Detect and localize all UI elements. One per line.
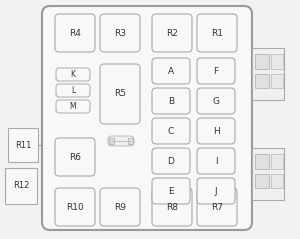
Text: R10: R10 xyxy=(66,202,84,212)
FancyBboxPatch shape xyxy=(197,178,235,204)
Bar xyxy=(8,128,38,162)
FancyBboxPatch shape xyxy=(55,14,95,52)
Text: M: M xyxy=(70,102,76,111)
Text: R12: R12 xyxy=(13,181,29,190)
Text: D: D xyxy=(168,157,174,165)
Text: R8: R8 xyxy=(166,202,178,212)
Bar xyxy=(271,174,283,188)
Text: K: K xyxy=(70,70,76,79)
Text: L: L xyxy=(71,86,75,95)
Text: R3: R3 xyxy=(114,28,126,38)
Text: R11: R11 xyxy=(15,141,31,150)
Text: I: I xyxy=(215,157,217,165)
FancyBboxPatch shape xyxy=(152,14,192,52)
FancyBboxPatch shape xyxy=(56,84,90,97)
FancyBboxPatch shape xyxy=(55,188,95,226)
Text: R5: R5 xyxy=(114,89,126,98)
Text: R9: R9 xyxy=(114,202,126,212)
Bar xyxy=(5,168,37,204)
Bar xyxy=(271,154,283,169)
Text: R7: R7 xyxy=(211,202,223,212)
Text: H: H xyxy=(213,126,219,136)
Bar xyxy=(255,174,269,188)
Text: R1: R1 xyxy=(211,28,223,38)
FancyBboxPatch shape xyxy=(197,118,235,144)
Text: R6: R6 xyxy=(69,152,81,162)
Text: R2: R2 xyxy=(166,28,178,38)
FancyBboxPatch shape xyxy=(56,68,90,81)
Bar xyxy=(255,154,269,169)
FancyBboxPatch shape xyxy=(100,14,140,52)
FancyBboxPatch shape xyxy=(197,58,235,84)
Text: J: J xyxy=(215,186,217,196)
Bar xyxy=(252,48,284,100)
Text: E: E xyxy=(168,186,174,196)
Bar xyxy=(128,138,133,144)
FancyBboxPatch shape xyxy=(197,88,235,114)
Text: G: G xyxy=(212,97,220,105)
FancyBboxPatch shape xyxy=(152,58,190,84)
FancyBboxPatch shape xyxy=(108,136,134,146)
FancyBboxPatch shape xyxy=(197,188,237,226)
FancyBboxPatch shape xyxy=(152,88,190,114)
FancyBboxPatch shape xyxy=(56,100,90,113)
FancyBboxPatch shape xyxy=(152,148,190,174)
FancyBboxPatch shape xyxy=(55,138,95,176)
FancyBboxPatch shape xyxy=(42,6,252,230)
Bar xyxy=(255,74,269,88)
Text: R4: R4 xyxy=(69,28,81,38)
Text: C: C xyxy=(168,126,174,136)
Bar xyxy=(109,138,114,144)
Text: B: B xyxy=(168,97,174,105)
Bar xyxy=(271,54,283,69)
Bar xyxy=(252,148,284,200)
FancyBboxPatch shape xyxy=(100,188,140,226)
FancyBboxPatch shape xyxy=(152,118,190,144)
Text: A: A xyxy=(168,66,174,76)
FancyBboxPatch shape xyxy=(100,64,140,124)
FancyBboxPatch shape xyxy=(197,14,237,52)
FancyBboxPatch shape xyxy=(152,178,190,204)
Bar xyxy=(255,54,269,69)
Text: F: F xyxy=(213,66,219,76)
FancyBboxPatch shape xyxy=(197,148,235,174)
Bar xyxy=(271,74,283,88)
FancyBboxPatch shape xyxy=(152,188,192,226)
